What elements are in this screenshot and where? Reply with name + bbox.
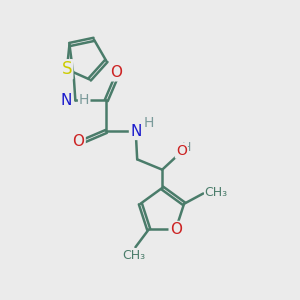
Text: O: O [170,222,182,237]
Text: O: O [176,143,187,158]
Text: H: H [79,94,89,107]
Text: H: H [182,140,191,154]
Text: CH₃: CH₃ [205,185,228,199]
Text: CH₃: CH₃ [122,249,146,262]
Text: S: S [61,60,72,78]
Text: H: H [144,116,154,130]
Text: N: N [60,93,72,108]
Text: O: O [111,65,123,80]
Text: N: N [130,124,141,139]
Text: O: O [73,134,85,149]
